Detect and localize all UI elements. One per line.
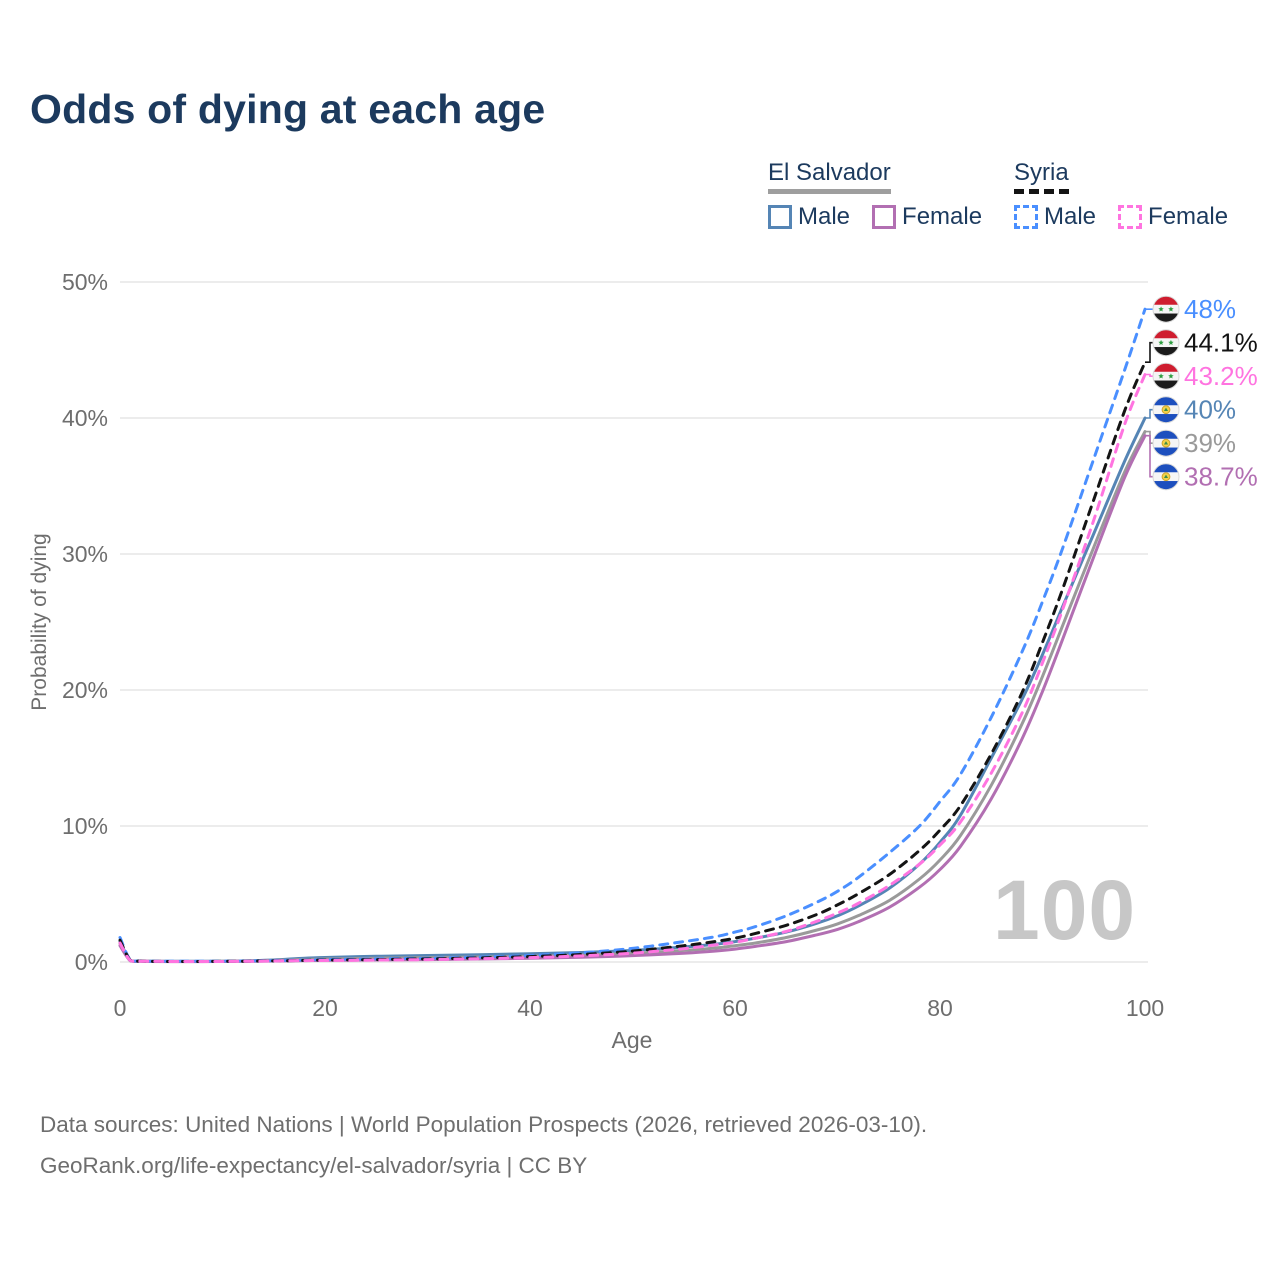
y-axis-title: Probability of dying [28, 533, 51, 710]
leader-line-el-salvador-both-sexes [1145, 430, 1153, 444]
legend-item-syria-male[interactable]: Male [1014, 203, 1096, 231]
y-tick-label: 10% [62, 813, 108, 839]
el-salvador-flag-icon [1152, 463, 1180, 491]
legend-swatch-icon [1118, 205, 1143, 230]
legend-swatch-icon [1014, 205, 1038, 230]
series-line-el-salvador-both-sexes [118, 430, 1147, 963]
legend-item-el-salvador-female[interactable]: Female [872, 203, 982, 231]
leader-line-el-salvador-male [1145, 408, 1153, 419]
legend-item-el-salvador-male[interactable]: Male [768, 203, 850, 231]
legend-swatch-icon [768, 205, 792, 230]
end-value-label-syria-male: 48% [1184, 294, 1236, 324]
x-tick-label: 60 [722, 995, 748, 1021]
page-title: Odds of dying at each age [30, 86, 546, 132]
series-line-syria-both-sexes [118, 360, 1147, 963]
x-tick-label: 100 [1126, 995, 1164, 1021]
legend-item-label: Female [1148, 203, 1229, 231]
legend-group-el-salvador: El Salvador Male Female [768, 159, 1004, 231]
syria-flag-icon [1152, 329, 1180, 357]
leader-line-syria-both-sexes [1145, 341, 1153, 363]
x-tick-label: 20 [312, 995, 338, 1021]
el-salvador-flag-icon [1152, 396, 1180, 424]
legend-swatch-icon [872, 205, 897, 230]
y-tick-label: 20% [62, 677, 108, 703]
el-salvador-flag-icon [1152, 429, 1180, 457]
x-axis-title: Age [612, 1027, 653, 1053]
y-tick-label: 50% [62, 269, 108, 295]
legend-item-label: Male [798, 203, 851, 231]
legend: El Salvador Male Female Syria Male Female [0, 159, 1280, 250]
footer: Data sources: United Nations | World Pop… [40, 1104, 927, 1186]
legend-group-syria: Syria Male Female [1014, 159, 1250, 231]
footer-attribution-link[interactable]: GeoRank.org/life-expectancy/el-salvador/… [40, 1153, 588, 1178]
leader-line-syria-female [1145, 373, 1153, 377]
age-counter-watermark: 100 [993, 863, 1137, 957]
y-tick-label: 30% [62, 541, 108, 567]
footer-data-sources: Data sources: United Nations | World Pop… [40, 1112, 928, 1137]
end-value-label-el-salvador-female: 38.7% [1184, 462, 1258, 492]
series-line-syria-male [118, 307, 1147, 963]
end-value-label-el-salvador-both-sexes: 39% [1184, 428, 1236, 458]
legend-item-label: Male [1044, 203, 1097, 231]
end-value-label-syria-female: 43.2% [1184, 361, 1258, 391]
end-value-label-el-salvador-male: 40% [1184, 395, 1236, 425]
y-tick-label: 40% [62, 405, 108, 431]
syria-flag-icon [1152, 295, 1180, 323]
end-value-label-syria-both-sexes: 44.1% [1184, 328, 1258, 358]
legend-item-label: Female [902, 203, 983, 231]
y-tick-label: 0% [75, 949, 108, 975]
legend-item-syria-female[interactable]: Female [1118, 203, 1228, 231]
legend-country-label[interactable]: El Salvador [768, 159, 891, 195]
x-tick-label: 0 [114, 995, 127, 1021]
series-line-el-salvador-female [118, 434, 1147, 964]
x-tick-label: 80 [927, 995, 953, 1021]
x-tick-label: 40 [517, 995, 543, 1021]
legend-country-label[interactable]: Syria [1014, 159, 1069, 195]
leader-line-el-salvador-female [1145, 434, 1153, 478]
syria-flag-icon [1152, 362, 1180, 390]
series-line-syria-female [118, 373, 1147, 963]
